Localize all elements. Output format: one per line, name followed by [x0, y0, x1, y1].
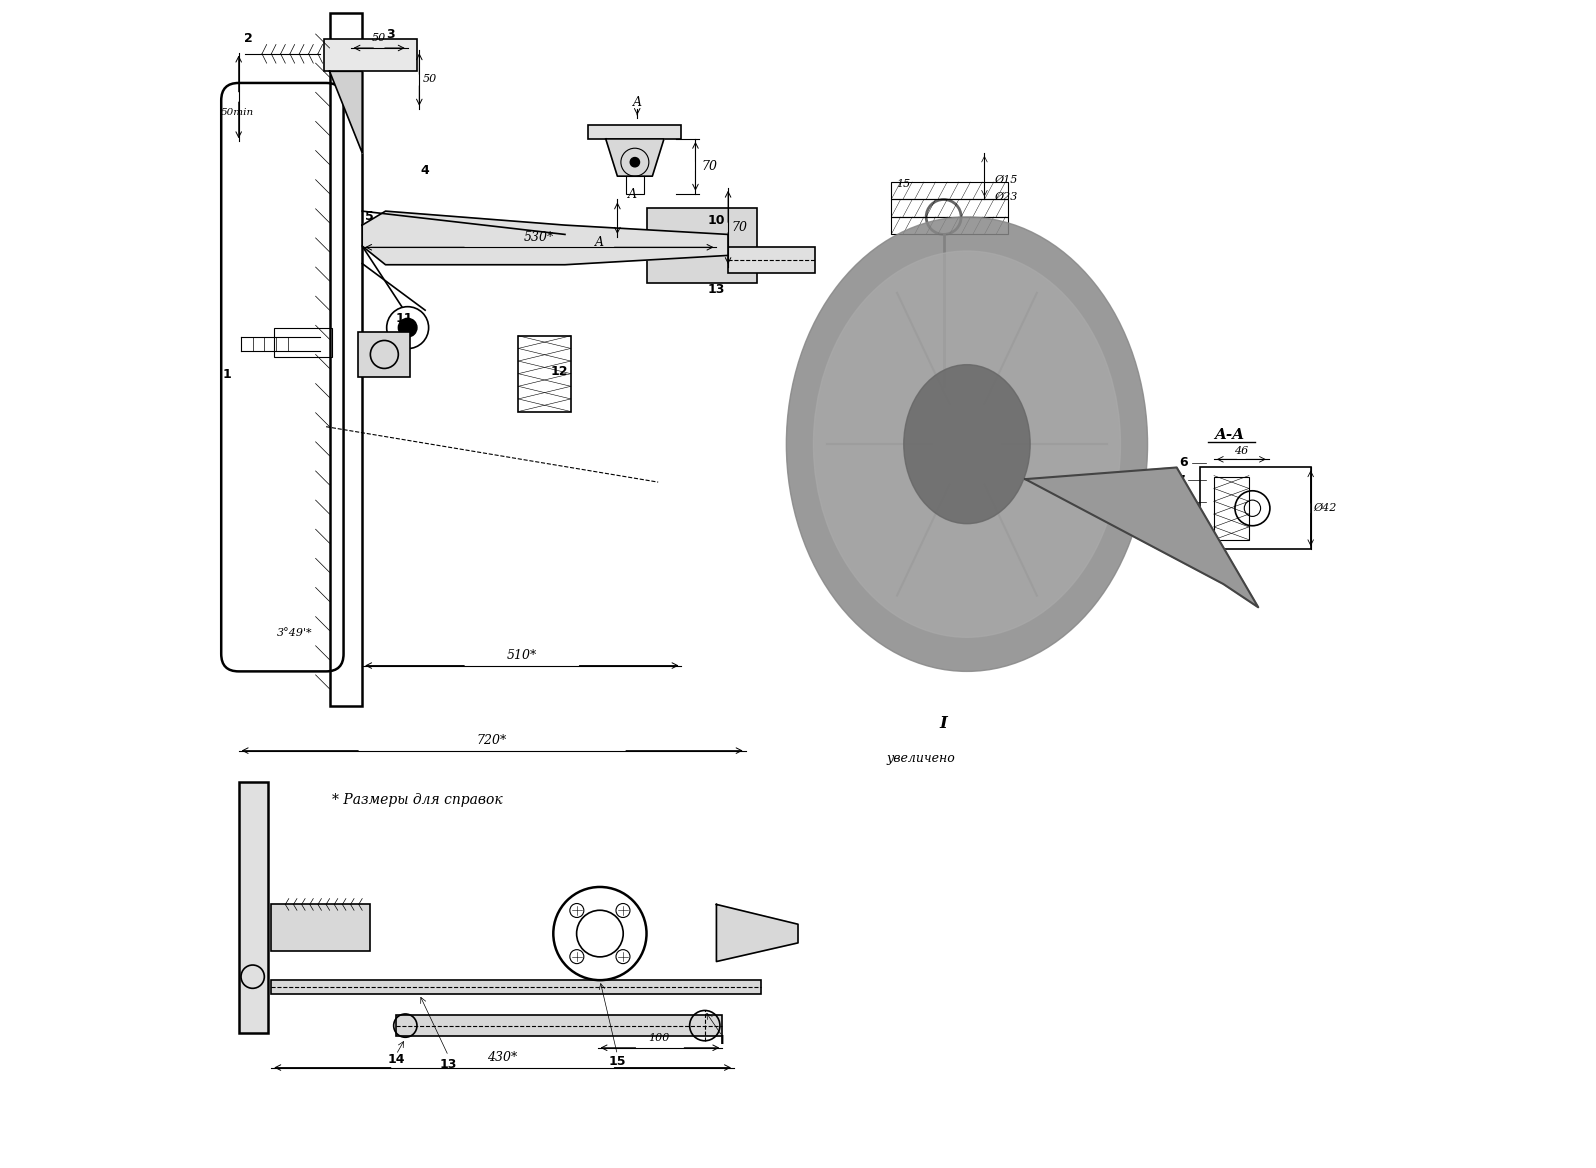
Polygon shape [717, 904, 798, 961]
Text: 13: 13 [440, 1057, 456, 1071]
Text: I: I [940, 715, 948, 732]
Text: A-A: A-A [1215, 427, 1245, 442]
Circle shape [399, 319, 417, 338]
Text: 10: 10 [707, 214, 725, 227]
Ellipse shape [787, 217, 1148, 672]
Text: 12: 12 [551, 366, 568, 378]
Text: Ø23: Ø23 [994, 193, 1017, 202]
Polygon shape [606, 139, 664, 176]
Text: Ø15: Ø15 [994, 175, 1017, 185]
Bar [271, 904, 370, 951]
Bar [1215, 477, 1250, 540]
Bar [646, 208, 757, 284]
Bar [271, 980, 761, 994]
Text: 50: 50 [372, 33, 386, 42]
Bar [626, 176, 645, 194]
Text: 70: 70 [702, 160, 718, 173]
Bar [358, 333, 410, 376]
Circle shape [630, 158, 640, 167]
FancyBboxPatch shape [222, 83, 343, 672]
Text: 8: 8 [1176, 496, 1184, 509]
Text: 3°49'*: 3°49'* [276, 628, 313, 638]
Text: 46: 46 [1234, 446, 1248, 457]
Text: 3: 3 [386, 28, 394, 41]
Text: 11: 11 [396, 312, 413, 325]
Text: * Размеры для справок: * Размеры для справок [332, 793, 503, 807]
Text: 7: 7 [1176, 474, 1184, 487]
Ellipse shape [814, 251, 1120, 638]
Bar [589, 125, 681, 139]
Text: 530*: 530* [523, 231, 554, 244]
Text: A: A [632, 96, 642, 110]
Bar [728, 248, 816, 273]
Polygon shape [362, 211, 728, 265]
Text: увеличено: увеличено [886, 752, 954, 765]
Bar [519, 336, 571, 411]
Text: 9: 9 [1176, 526, 1184, 538]
Bar [891, 182, 1007, 200]
Bar [891, 217, 1007, 235]
Text: 1: 1 [223, 368, 231, 381]
Text: 6: 6 [1179, 457, 1189, 470]
Bar [273, 328, 332, 356]
Bar [1200, 467, 1310, 549]
Text: 510*: 510* [506, 648, 536, 661]
Text: Ø42: Ø42 [1314, 503, 1336, 513]
Polygon shape [330, 71, 362, 153]
Bar [330, 13, 362, 707]
Text: 5: 5 [365, 210, 373, 223]
Text: 15: 15 [608, 1055, 626, 1069]
Text: 4: 4 [421, 164, 429, 176]
Text: 13: 13 [707, 283, 725, 296]
Text: 70: 70 [731, 221, 749, 234]
Text: 50: 50 [423, 75, 437, 84]
Polygon shape [1025, 467, 1258, 607]
Text: 14: 14 [388, 1052, 405, 1066]
Text: 50min: 50min [222, 107, 254, 117]
Text: 430*: 430* [487, 1050, 517, 1064]
Text: I: I [720, 1035, 725, 1048]
Bar [396, 1015, 723, 1036]
Text: 720*: 720* [477, 734, 506, 746]
Ellipse shape [903, 364, 1029, 523]
Text: 100: 100 [648, 1034, 670, 1043]
Text: A: A [629, 188, 637, 201]
Bar [239, 783, 268, 1033]
Text: A: A [595, 236, 605, 249]
Bar [324, 39, 417, 71]
Text: 15: 15 [895, 180, 910, 189]
Text: 2: 2 [244, 33, 252, 46]
Bar [891, 200, 1007, 217]
